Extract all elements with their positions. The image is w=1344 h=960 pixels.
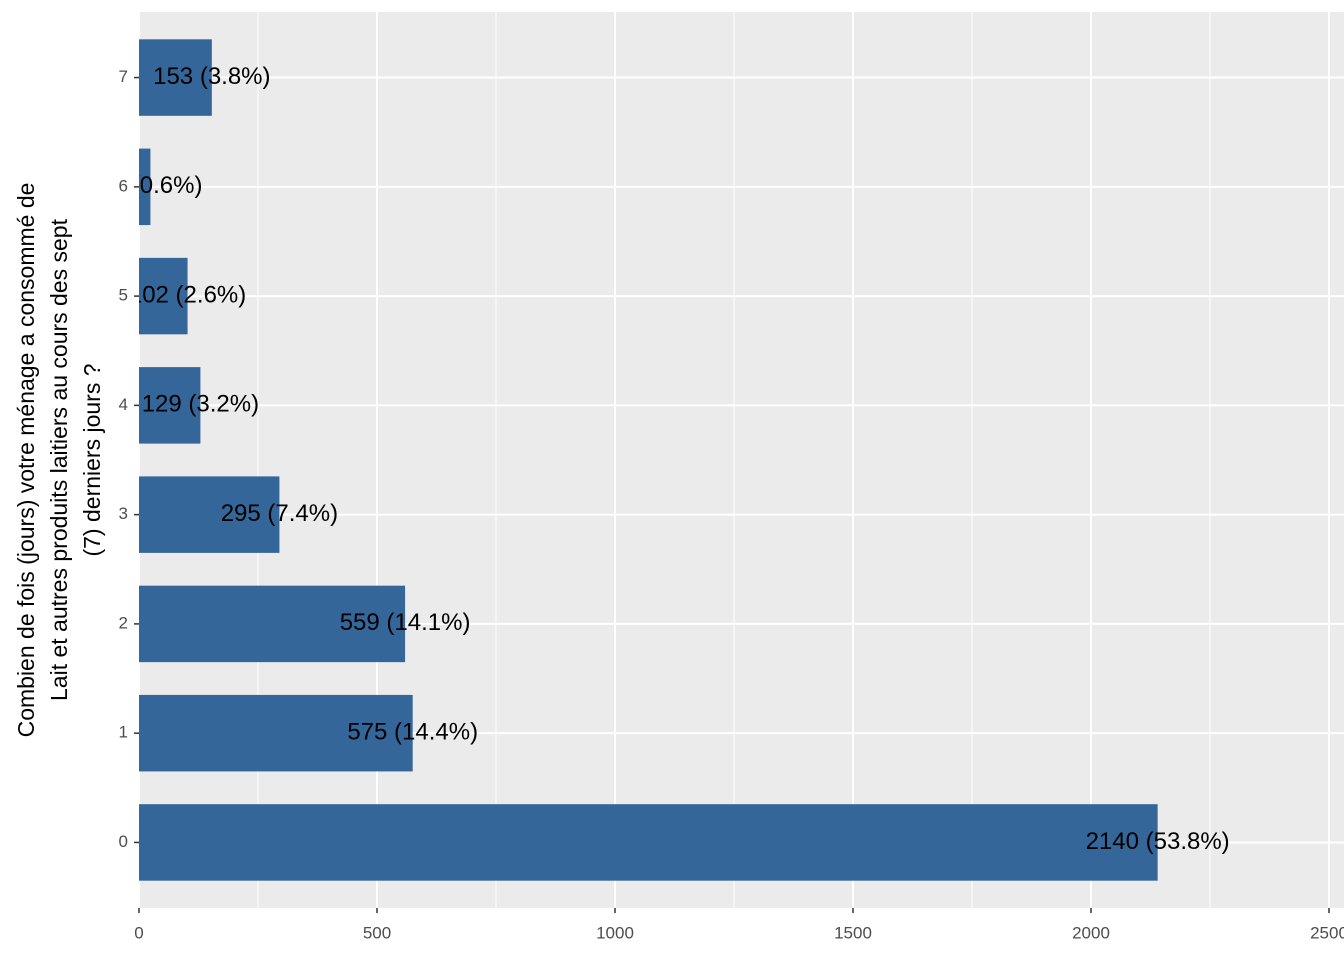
y-tick-label: 4 [119,395,128,414]
x-tick-label: 1000 [596,923,634,942]
x-tick-label: 500 [363,923,391,942]
axes: 0 500 1000 1500 2000 2500 0 1 2 3 4 5 6 7 [119,67,1344,942]
y-tick-label: 3 [119,504,128,523]
bar [139,694,413,772]
panel [139,12,1344,908]
data-label: 295 (7.4%) [221,500,338,527]
data-label: 153 (3.8%) [153,63,270,90]
x-tick-label: 1500 [834,923,872,942]
data-label: 102 (2.6%) [129,281,246,308]
data-label: 129 (3.2%) [142,391,259,418]
x-tick-label: 2000 [1072,923,1110,942]
data-label: 24 (0.6%) [98,172,202,199]
bar [139,148,151,226]
y-tick-label: 2 [119,613,128,632]
bar [139,585,406,663]
y-axis-title: Combien de fois (jours) votre ménage a c… [13,183,39,738]
data-labels: 2140 (53.8%) 575 (14.4%) 559 (14.1%) 295 (7… [98,63,1230,855]
y-tick-label: 1 [119,723,128,742]
x-tick-label: 2500 [1310,923,1344,942]
bar [139,476,280,553]
data-label: 575 (14.4%) [347,719,478,746]
data-label: 2140 (53.8%) [1086,828,1230,855]
x-tick-label: 0 [134,923,143,942]
y-tick-label: 5 [119,286,128,305]
bar [139,257,188,335]
y-axis-title: (7) derniers jours ? [79,363,105,556]
y-tick-label: 7 [119,67,128,86]
bar [139,804,1158,881]
y-axis-title: Lait et autres produits laitiers au cour… [46,218,72,701]
bar [139,367,201,444]
y-tick-label: 0 [119,832,128,851]
data-label: 559 (14.1%) [340,609,471,636]
y-tick-label: 6 [119,176,128,195]
bars [139,39,1158,881]
bar [139,39,212,116]
